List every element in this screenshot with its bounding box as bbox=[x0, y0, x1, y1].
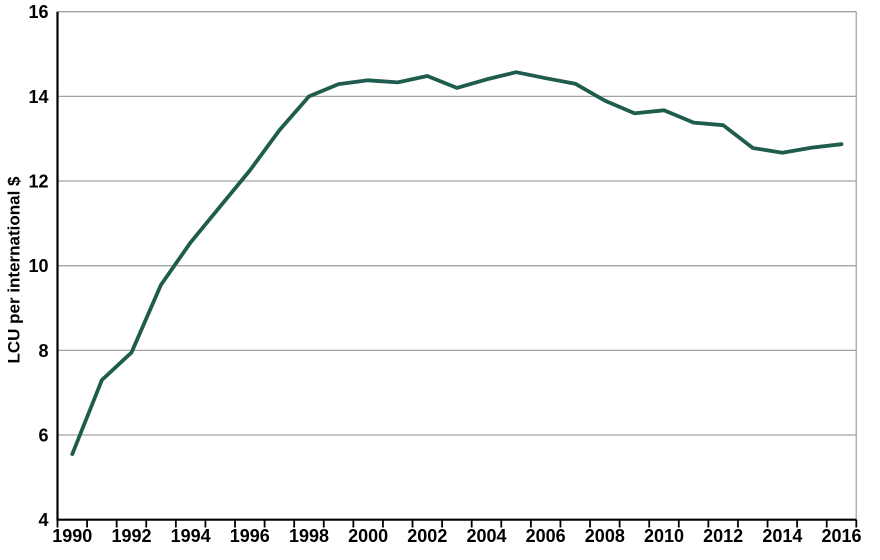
x-tick-label: 1996 bbox=[230, 526, 270, 546]
x-tick-label: 1998 bbox=[289, 526, 329, 546]
y-tick-label: 16 bbox=[28, 2, 48, 22]
y-tick-label: 6 bbox=[38, 426, 48, 446]
y-tick-label: 10 bbox=[28, 256, 48, 276]
x-tick-label: 2008 bbox=[585, 526, 625, 546]
x-tick-label: 2010 bbox=[644, 526, 684, 546]
x-tick-label: 1992 bbox=[111, 526, 151, 546]
y-tick-label: 14 bbox=[28, 87, 48, 107]
x-tick-label: 2002 bbox=[407, 526, 447, 546]
x-tick-label: 2006 bbox=[526, 526, 566, 546]
data-line-lcu-per-international- bbox=[70, 70, 844, 457]
y-tick-label: 8 bbox=[38, 341, 48, 361]
y-tick-label: 4 bbox=[38, 510, 48, 530]
x-tick-label: 1994 bbox=[171, 526, 211, 546]
y-axis-title: LCU per international $ bbox=[5, 176, 24, 364]
x-tick-label: 1990 bbox=[52, 526, 92, 546]
x-tick-label: 2014 bbox=[762, 526, 802, 546]
x-tick-label: 2016 bbox=[821, 526, 861, 546]
x-tick-label: 2012 bbox=[703, 526, 743, 546]
y-tick-label: 12 bbox=[28, 172, 48, 192]
x-tick-label: 2000 bbox=[348, 526, 388, 546]
x-tick-label: 2004 bbox=[466, 526, 506, 546]
